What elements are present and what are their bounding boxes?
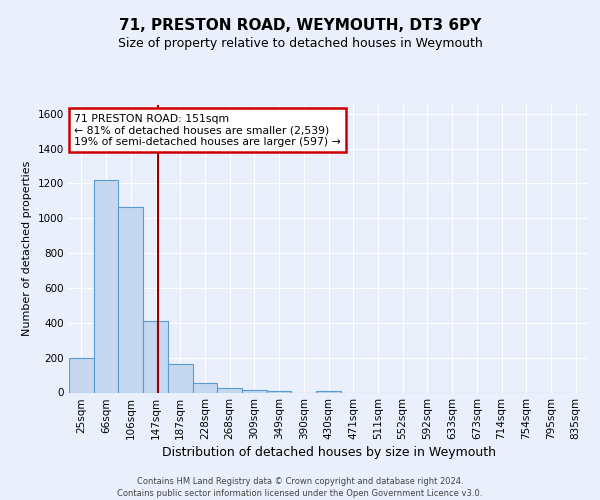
Bar [94, 180, 118, 392]
Text: Size of property relative to detached houses in Weymouth: Size of property relative to detached ho… [118, 38, 482, 51]
Text: Contains public sector information licensed under the Open Government Licence v3: Contains public sector information licen… [118, 489, 482, 498]
Bar [316, 391, 341, 392]
Y-axis label: Number of detached properties: Number of detached properties [22, 161, 32, 336]
Bar [143, 321, 168, 392]
Bar [69, 358, 94, 392]
X-axis label: Distribution of detached houses by size in Weymouth: Distribution of detached houses by size … [161, 446, 496, 460]
Bar [242, 390, 267, 392]
Bar [193, 384, 217, 392]
Bar [168, 364, 193, 392]
Text: 71 PRESTON ROAD: 151sqm
← 81% of detached houses are smaller (2,539)
19% of semi: 71 PRESTON ROAD: 151sqm ← 81% of detache… [74, 114, 341, 147]
Bar [267, 391, 292, 392]
Text: 71, PRESTON ROAD, WEYMOUTH, DT3 6PY: 71, PRESTON ROAD, WEYMOUTH, DT3 6PY [119, 18, 481, 32]
Bar [118, 207, 143, 392]
Text: Contains HM Land Registry data © Crown copyright and database right 2024.: Contains HM Land Registry data © Crown c… [137, 478, 463, 486]
Bar [217, 388, 242, 392]
